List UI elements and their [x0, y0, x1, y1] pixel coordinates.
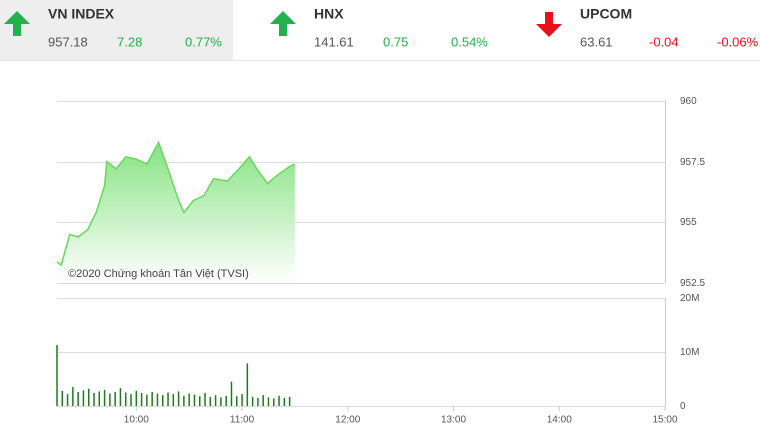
volume-bar [267, 397, 270, 406]
x-tick-label: 15:00 [652, 415, 677, 426]
arrow-down [536, 12, 562, 37]
volume-bar [119, 388, 122, 406]
volume-bar [167, 392, 169, 406]
volume-bar [82, 390, 85, 406]
volume-bar [161, 395, 164, 406]
index-name: VN INDEX [48, 6, 115, 22]
volume-bar [283, 397, 286, 406]
volume-bar [278, 395, 280, 406]
volume-bar [124, 392, 127, 406]
volume-bar [109, 393, 111, 406]
volume-bar [146, 394, 148, 406]
volume-bar [114, 391, 116, 406]
volume-bar [98, 391, 101, 406]
y-tick-label: 20M [680, 293, 699, 304]
index-change: -0.04 [649, 34, 679, 49]
volume-bar [214, 395, 217, 406]
selected-cell [0, 0, 233, 60]
volume-bar [188, 393, 190, 406]
volume-bar [230, 381, 233, 406]
arrow-up [270, 11, 296, 36]
index-name: UPCOM [580, 6, 632, 22]
volume-bar [225, 395, 227, 406]
volume-bar [288, 396, 291, 406]
y-tick-label: 952.5 [680, 278, 705, 289]
volume-bar [273, 398, 275, 406]
volume-bar [77, 391, 79, 406]
volume-bar [172, 394, 175, 406]
volume-bar [193, 394, 196, 406]
x-tick-label: 13:00 [441, 415, 466, 426]
arrow-up [4, 11, 30, 36]
y-tick-label: 957.5 [680, 157, 705, 168]
index-value: 957.18 [48, 34, 88, 49]
volume-bar [251, 396, 254, 406]
volume-bar [56, 344, 58, 406]
volume-bar [220, 397, 222, 406]
volume-bar [209, 396, 212, 406]
volume-bar [177, 391, 180, 406]
watermark: ©2020 Chứng khoán Tân Việt (TVSI) [68, 268, 249, 280]
x-tick-label: 10:00 [124, 415, 149, 426]
volume-bar [140, 393, 143, 406]
y-tick-label: 0 [680, 401, 686, 412]
x-tick-label: 14:00 [547, 415, 572, 426]
index-percent: 0.54% [451, 34, 488, 49]
area-fill [57, 142, 295, 283]
volume-bar [66, 394, 69, 406]
volume-bar [93, 393, 95, 406]
volume-bar [135, 390, 138, 406]
index-name: HNX [314, 6, 344, 22]
x-tick-label: 12:00 [335, 415, 360, 426]
volume-bar [183, 395, 185, 406]
x-tick-label: 11:00 [230, 415, 255, 426]
volume-bar [246, 363, 249, 406]
volume-bar [72, 387, 74, 406]
index-change: 7.28 [117, 34, 142, 49]
y-tick-label: 960 [680, 96, 697, 107]
volume-bar [198, 396, 201, 406]
index-value: 141.61 [314, 34, 354, 49]
volume-bar [241, 394, 243, 406]
volume-bar [156, 393, 159, 406]
price-line [56, 140, 296, 267]
volume-bar [151, 391, 153, 406]
index-percent: 0.77% [185, 34, 222, 49]
volume-bar [257, 397, 259, 406]
index-value: 63.61 [580, 34, 613, 49]
volume-bar [236, 396, 238, 406]
volume-bar [87, 388, 90, 406]
volume-bar [262, 395, 264, 406]
index-percent: -0.06% [717, 34, 759, 49]
volume-bar [103, 389, 106, 406]
y-tick-label: 10M [680, 347, 699, 358]
volume-bar [204, 393, 206, 406]
index-change: 0.75 [383, 34, 408, 49]
volume-bar [130, 394, 132, 406]
volume-bar [61, 390, 64, 406]
y-tick-label: 955 [680, 217, 697, 228]
